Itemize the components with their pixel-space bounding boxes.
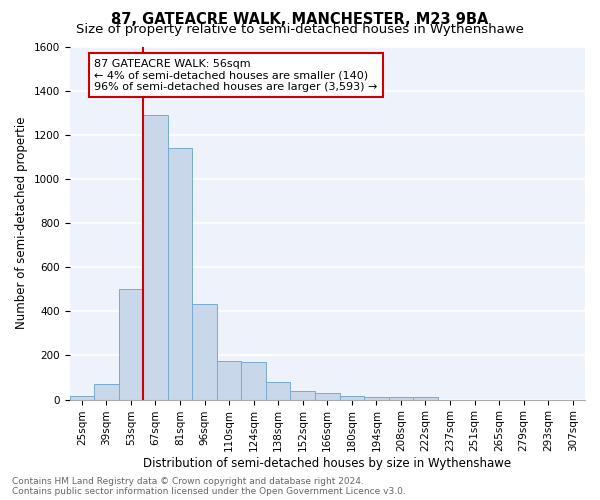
X-axis label: Distribution of semi-detached houses by size in Wythenshawe: Distribution of semi-detached houses by … (143, 457, 511, 470)
Bar (389, 398, 413, 400)
Text: 87 GATEACRE WALK: 56sqm
← 4% of semi-detached houses are smaller (140)
96% of se: 87 GATEACRE WALK: 56sqm ← 4% of semi-det… (94, 58, 377, 92)
Bar (315, 394, 340, 400)
Text: 87, GATEACRE WALK, MANCHESTER, M23 9BA: 87, GATEACRE WALK, MANCHESTER, M23 9BA (112, 12, 488, 28)
Bar (340, 396, 364, 400)
Bar (70, 396, 94, 400)
Bar (192, 304, 217, 400)
Bar (241, 362, 266, 400)
Bar (266, 382, 290, 400)
Bar (94, 384, 119, 400)
Bar (168, 148, 192, 400)
Bar (364, 398, 389, 400)
Bar (119, 290, 143, 400)
Bar (217, 361, 241, 400)
Text: Size of property relative to semi-detached houses in Wythenshawe: Size of property relative to semi-detach… (76, 22, 524, 36)
Bar (143, 115, 168, 400)
Bar (413, 396, 438, 400)
Bar (290, 391, 315, 400)
Y-axis label: Number of semi-detached propertie: Number of semi-detached propertie (15, 117, 28, 330)
Text: Contains HM Land Registry data © Crown copyright and database right 2024.
Contai: Contains HM Land Registry data © Crown c… (12, 476, 406, 496)
